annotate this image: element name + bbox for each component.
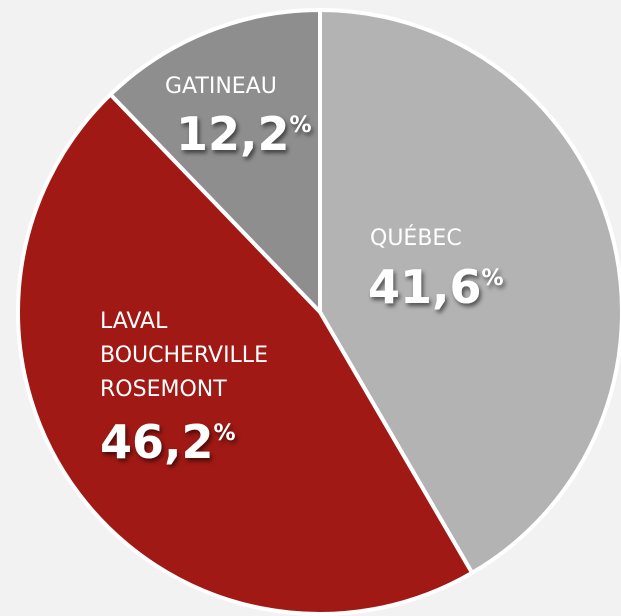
value-label: 12,2%: [176, 107, 312, 161]
value-unit: %: [290, 113, 312, 138]
slice-label: GATINEAU: [165, 74, 277, 99]
value-number: 41,6: [368, 260, 482, 314]
value-number: 46,2: [100, 415, 214, 469]
slice-label-line: GATINEAU: [165, 74, 277, 99]
pie-slice: [318, 8, 621, 575]
value-unit: %: [214, 421, 236, 446]
slice-label: QUÉBEC: [370, 225, 462, 251]
value-label: 46,2%: [100, 415, 236, 469]
value-number: 12,2: [176, 107, 290, 161]
slice-label-line: LAVAL: [100, 309, 168, 334]
slice-label-line: ROSEMONT: [100, 377, 227, 402]
slice-label: LAVAL BOUCHERVILLE ROSEMONT: [100, 309, 268, 402]
pie-slice: [16, 92, 475, 616]
value-label: 41,6%: [368, 260, 504, 314]
pie-slice: [108, 8, 322, 314]
slice-label-line: BOUCHERVILLE: [100, 343, 268, 368]
slice-label-line: QUÉBEC: [370, 225, 462, 251]
value-unit: %: [482, 266, 504, 291]
